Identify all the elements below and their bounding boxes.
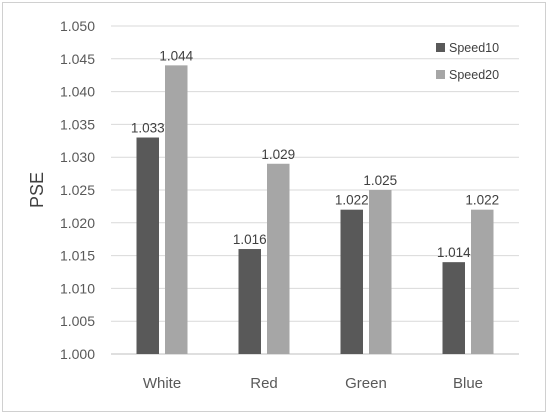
bar-speed20-green: [369, 190, 392, 354]
chart-frame: 1.000 1.005 1.010 1.015 1.020 1.025 1.030 1.035…: [2, 2, 546, 412]
bar-speed10-white: [136, 137, 159, 354]
legend-label: Speed20: [449, 68, 499, 82]
bar-speed20-blue: [471, 209, 494, 354]
x-category-label: Green: [345, 375, 387, 392]
data-label: 1.022: [465, 193, 499, 208]
bar-speed10-red: [238, 249, 261, 354]
data-label: 1.033: [131, 121, 165, 136]
data-label: 1.014: [437, 245, 471, 260]
x-category-label: White: [143, 375, 181, 392]
data-label: 1.029: [261, 147, 295, 162]
bars: [136, 65, 494, 355]
bar-chart: 1.000 1.005 1.010 1.015 1.020 1.025 1.030 1.035…: [27, 18, 519, 392]
data-label: 1.044: [159, 48, 193, 63]
y-axis-title: PSE: [27, 172, 47, 208]
bar-speed10-blue: [442, 262, 465, 354]
data-label: 1.016: [233, 232, 267, 247]
x-category-label: Blue: [453, 375, 483, 392]
y-tick-label: 1.020: [60, 215, 95, 231]
bar-speed20-red: [267, 163, 290, 354]
y-tick-label: 1.005: [60, 313, 95, 329]
data-label: 1.025: [363, 173, 397, 188]
y-tick-label: 1.050: [60, 18, 95, 34]
data-label: 1.022: [335, 193, 369, 208]
legend: Speed10 Speed20: [436, 41, 499, 82]
y-tick-label: 1.045: [60, 51, 95, 67]
x-category-label: Red: [250, 375, 278, 392]
legend-swatch: [436, 70, 445, 79]
y-tick-label: 1.040: [60, 84, 95, 100]
y-tick-label: 1.000: [60, 346, 95, 362]
y-tick-label: 1.025: [60, 182, 95, 198]
y-tick-label: 1.035: [60, 116, 95, 132]
legend-swatch: [436, 43, 445, 52]
x-axis-categories: White Red Green Blue: [143, 375, 483, 392]
legend-label: Speed10: [449, 41, 499, 55]
y-axis-ticks: 1.000 1.005 1.010 1.015 1.020 1.025 1.030 1.035…: [60, 18, 95, 362]
bar-speed20-white: [165, 65, 188, 355]
bar-speed10-green: [340, 209, 363, 354]
y-tick-label: 1.010: [60, 280, 95, 296]
data-labels: 1.033 1.044 1.016 1.029 1.022 1.025 1.014 1.022: [131, 48, 499, 260]
y-tick-label: 1.030: [60, 149, 95, 165]
y-tick-label: 1.015: [60, 248, 95, 264]
